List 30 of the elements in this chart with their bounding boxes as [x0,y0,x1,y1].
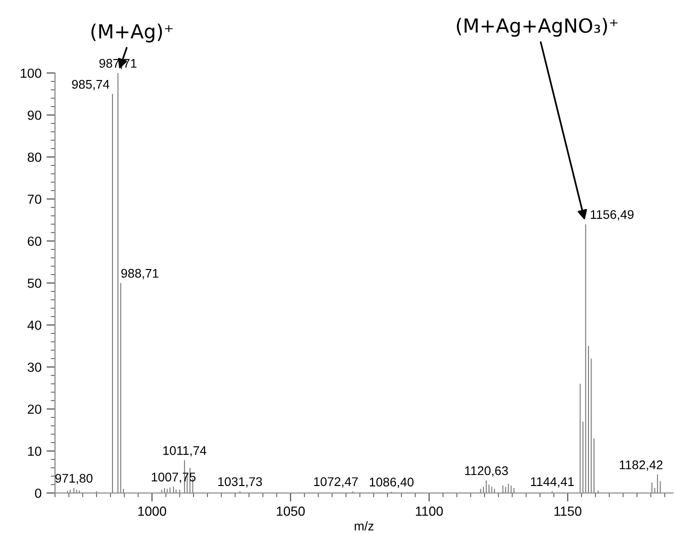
y-tick-label: 70 [28,194,42,204]
y-tick-label: 50 [28,278,42,288]
x-tick-label: 1050 [276,506,305,516]
annotation: 985,74 [72,80,110,90]
x-axis-title: m/z [354,521,374,530]
annotation: 1031,73 [218,477,262,488]
annotation: 1156,49 [590,210,634,220]
annotation: 988,71 [121,268,158,280]
annotation: 1011,74 [163,446,206,456]
x-tick-label: 1100 [416,506,443,516]
y-tick-label: 10 [28,446,42,456]
y-tick-label: 30 [28,362,42,372]
annotation: 1182,42 [620,460,662,471]
y-tick-label: 90 [28,110,42,120]
annotation: 1120,63 [465,466,508,477]
y-tick-label: 0 [34,488,42,498]
annotation: (M+Ag)⁺ [91,24,173,42]
annotation: (M+Ag+AgNO₃)⁺ [456,18,618,37]
annotation: 1007,75 [152,472,196,483]
y-tick-label: 60 [28,236,42,246]
x-tick-label: 1150 [554,506,582,516]
y-tick-label: 80 [28,152,42,162]
annotation: 971,80 [55,474,92,484]
y-tick-label: 100 [20,68,42,78]
annotation: 1144,41 [531,477,574,488]
annotation: 1086,40 [370,478,414,488]
annotation: 1072,47 [314,477,358,488]
y-tick-label: 40 [27,320,42,330]
y-tick-label: 20 [28,404,42,414]
x-tick-label: 1000 [138,506,166,516]
